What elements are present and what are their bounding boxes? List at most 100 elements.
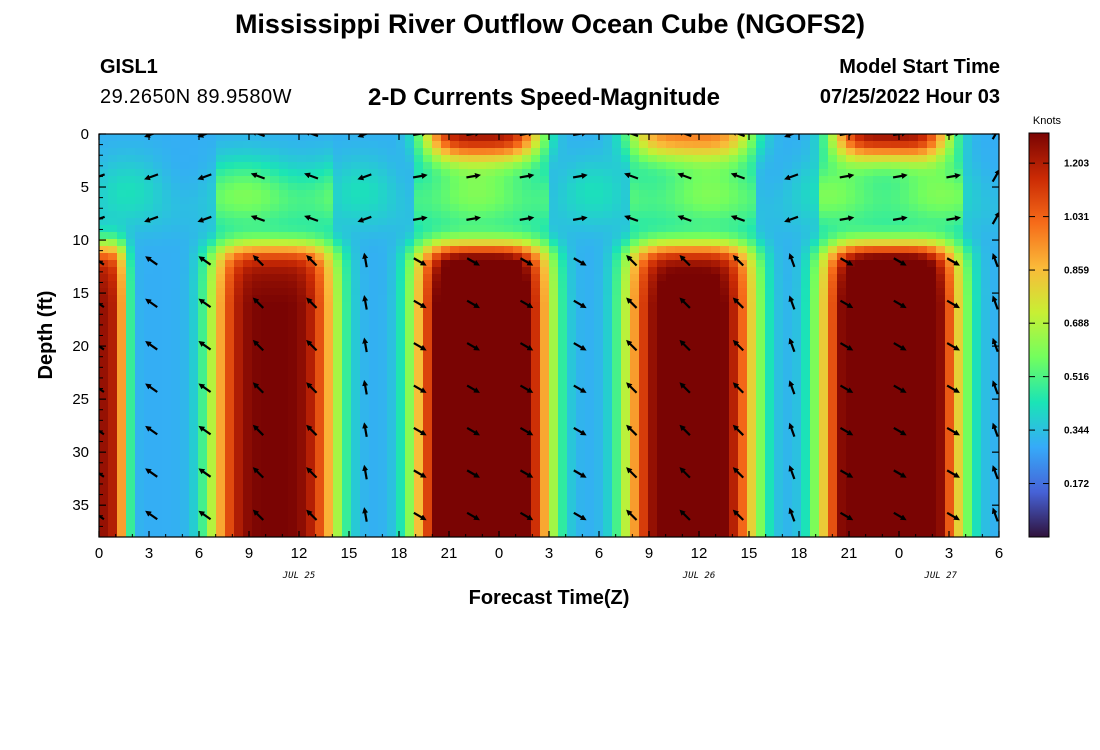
heatmap-cell (648, 344, 658, 352)
heatmap-cell (468, 225, 478, 233)
heatmap-cell (288, 211, 298, 219)
heatmap-cell (864, 344, 874, 352)
heatmap-cell (756, 295, 766, 303)
heatmap-cell (234, 463, 244, 471)
heatmap-cell (567, 470, 577, 478)
heatmap-cell (171, 323, 181, 331)
heatmap-cell (432, 372, 442, 380)
heatmap-cell (855, 442, 865, 450)
heatmap-cell (567, 148, 577, 156)
heatmap-cell (864, 526, 874, 534)
heatmap-cell (297, 365, 307, 373)
heatmap-cell (450, 134, 460, 142)
heatmap-cell (720, 267, 730, 275)
heatmap-cell (252, 344, 262, 352)
heatmap-cell (756, 435, 766, 443)
heatmap-cell (630, 512, 640, 520)
heatmap-cell (468, 323, 478, 331)
heatmap-cell (486, 134, 496, 142)
heatmap-cell (414, 148, 424, 156)
heatmap-cell (315, 295, 325, 303)
heatmap-cell (621, 414, 631, 422)
heatmap-cell (675, 428, 685, 436)
heatmap-cell (225, 372, 235, 380)
heatmap-cell (513, 365, 523, 373)
heatmap-cell (477, 323, 487, 331)
heatmap-cell (720, 498, 730, 506)
heatmap-cell (432, 358, 442, 366)
heatmap-cell (279, 421, 289, 429)
heatmap-cell (468, 316, 478, 324)
heatmap-cell (135, 428, 145, 436)
heatmap-cell (693, 421, 703, 429)
heatmap-cell (603, 491, 613, 499)
heatmap-cell (873, 155, 883, 163)
heatmap-cell (621, 435, 631, 443)
heatmap-cell (801, 204, 811, 212)
heatmap-cell (774, 428, 784, 436)
heatmap-cell (468, 197, 478, 205)
heatmap-cell (756, 456, 766, 464)
heatmap-cell (99, 477, 109, 485)
heatmap-cell (720, 309, 730, 317)
heatmap-cell (621, 288, 631, 296)
heatmap-cell (828, 449, 838, 457)
heatmap-cell (531, 267, 541, 275)
heatmap-cell (387, 421, 397, 429)
heatmap-cell (315, 316, 325, 324)
heatmap-cell (756, 260, 766, 268)
heatmap-cell (711, 155, 721, 163)
heatmap-cell (837, 533, 847, 537)
heatmap-cell (252, 225, 262, 233)
heatmap-cell (162, 295, 172, 303)
heatmap-cell (621, 295, 631, 303)
heatmap-cell (108, 456, 118, 464)
heatmap-cell (540, 267, 550, 275)
heatmap-cell (747, 302, 757, 310)
heatmap-cell (837, 169, 847, 177)
heatmap-cell (297, 533, 307, 537)
heatmap-cell (783, 463, 793, 471)
heatmap-cell (594, 421, 604, 429)
heatmap-cell (756, 267, 766, 275)
heatmap-cell (522, 239, 532, 247)
heatmap-cell (621, 337, 631, 345)
heatmap-cell (333, 428, 343, 436)
heatmap-cell (837, 288, 847, 296)
heatmap-cell (432, 484, 442, 492)
heatmap-cell (189, 512, 199, 520)
heatmap-cell (153, 253, 163, 261)
heatmap-cell (675, 533, 685, 537)
heatmap-cell (297, 204, 307, 212)
heatmap-cell (765, 309, 775, 317)
heatmap-cell (153, 302, 163, 310)
heatmap-cell (207, 470, 217, 478)
heatmap-cell (720, 330, 730, 338)
heatmap-cell (432, 302, 442, 310)
heatmap-cell (261, 428, 271, 436)
heatmap-cell (450, 470, 460, 478)
heatmap-cell (450, 449, 460, 457)
heatmap-cell (828, 169, 838, 177)
heatmap-cell (234, 211, 244, 219)
heatmap-cell (828, 316, 838, 324)
heatmap-cell (504, 477, 514, 485)
heatmap-cell (828, 288, 838, 296)
heatmap-cell (837, 421, 847, 429)
heatmap-cell (864, 477, 874, 485)
heatmap-cell (657, 211, 667, 219)
heatmap-cell (468, 162, 478, 170)
heatmap-cell (558, 414, 568, 422)
heatmap-cell (828, 456, 838, 464)
heatmap-cell (621, 344, 631, 352)
heatmap-cell (405, 260, 415, 268)
heatmap-cell (765, 204, 775, 212)
heatmap-cell (450, 421, 460, 429)
heatmap-cell (252, 239, 262, 247)
heatmap-cell (522, 407, 532, 415)
heatmap-cell (315, 477, 325, 485)
heatmap-cell (396, 463, 406, 471)
heatmap-cell (864, 512, 874, 520)
heatmap-cell (747, 225, 757, 233)
heatmap-cell (729, 232, 739, 240)
